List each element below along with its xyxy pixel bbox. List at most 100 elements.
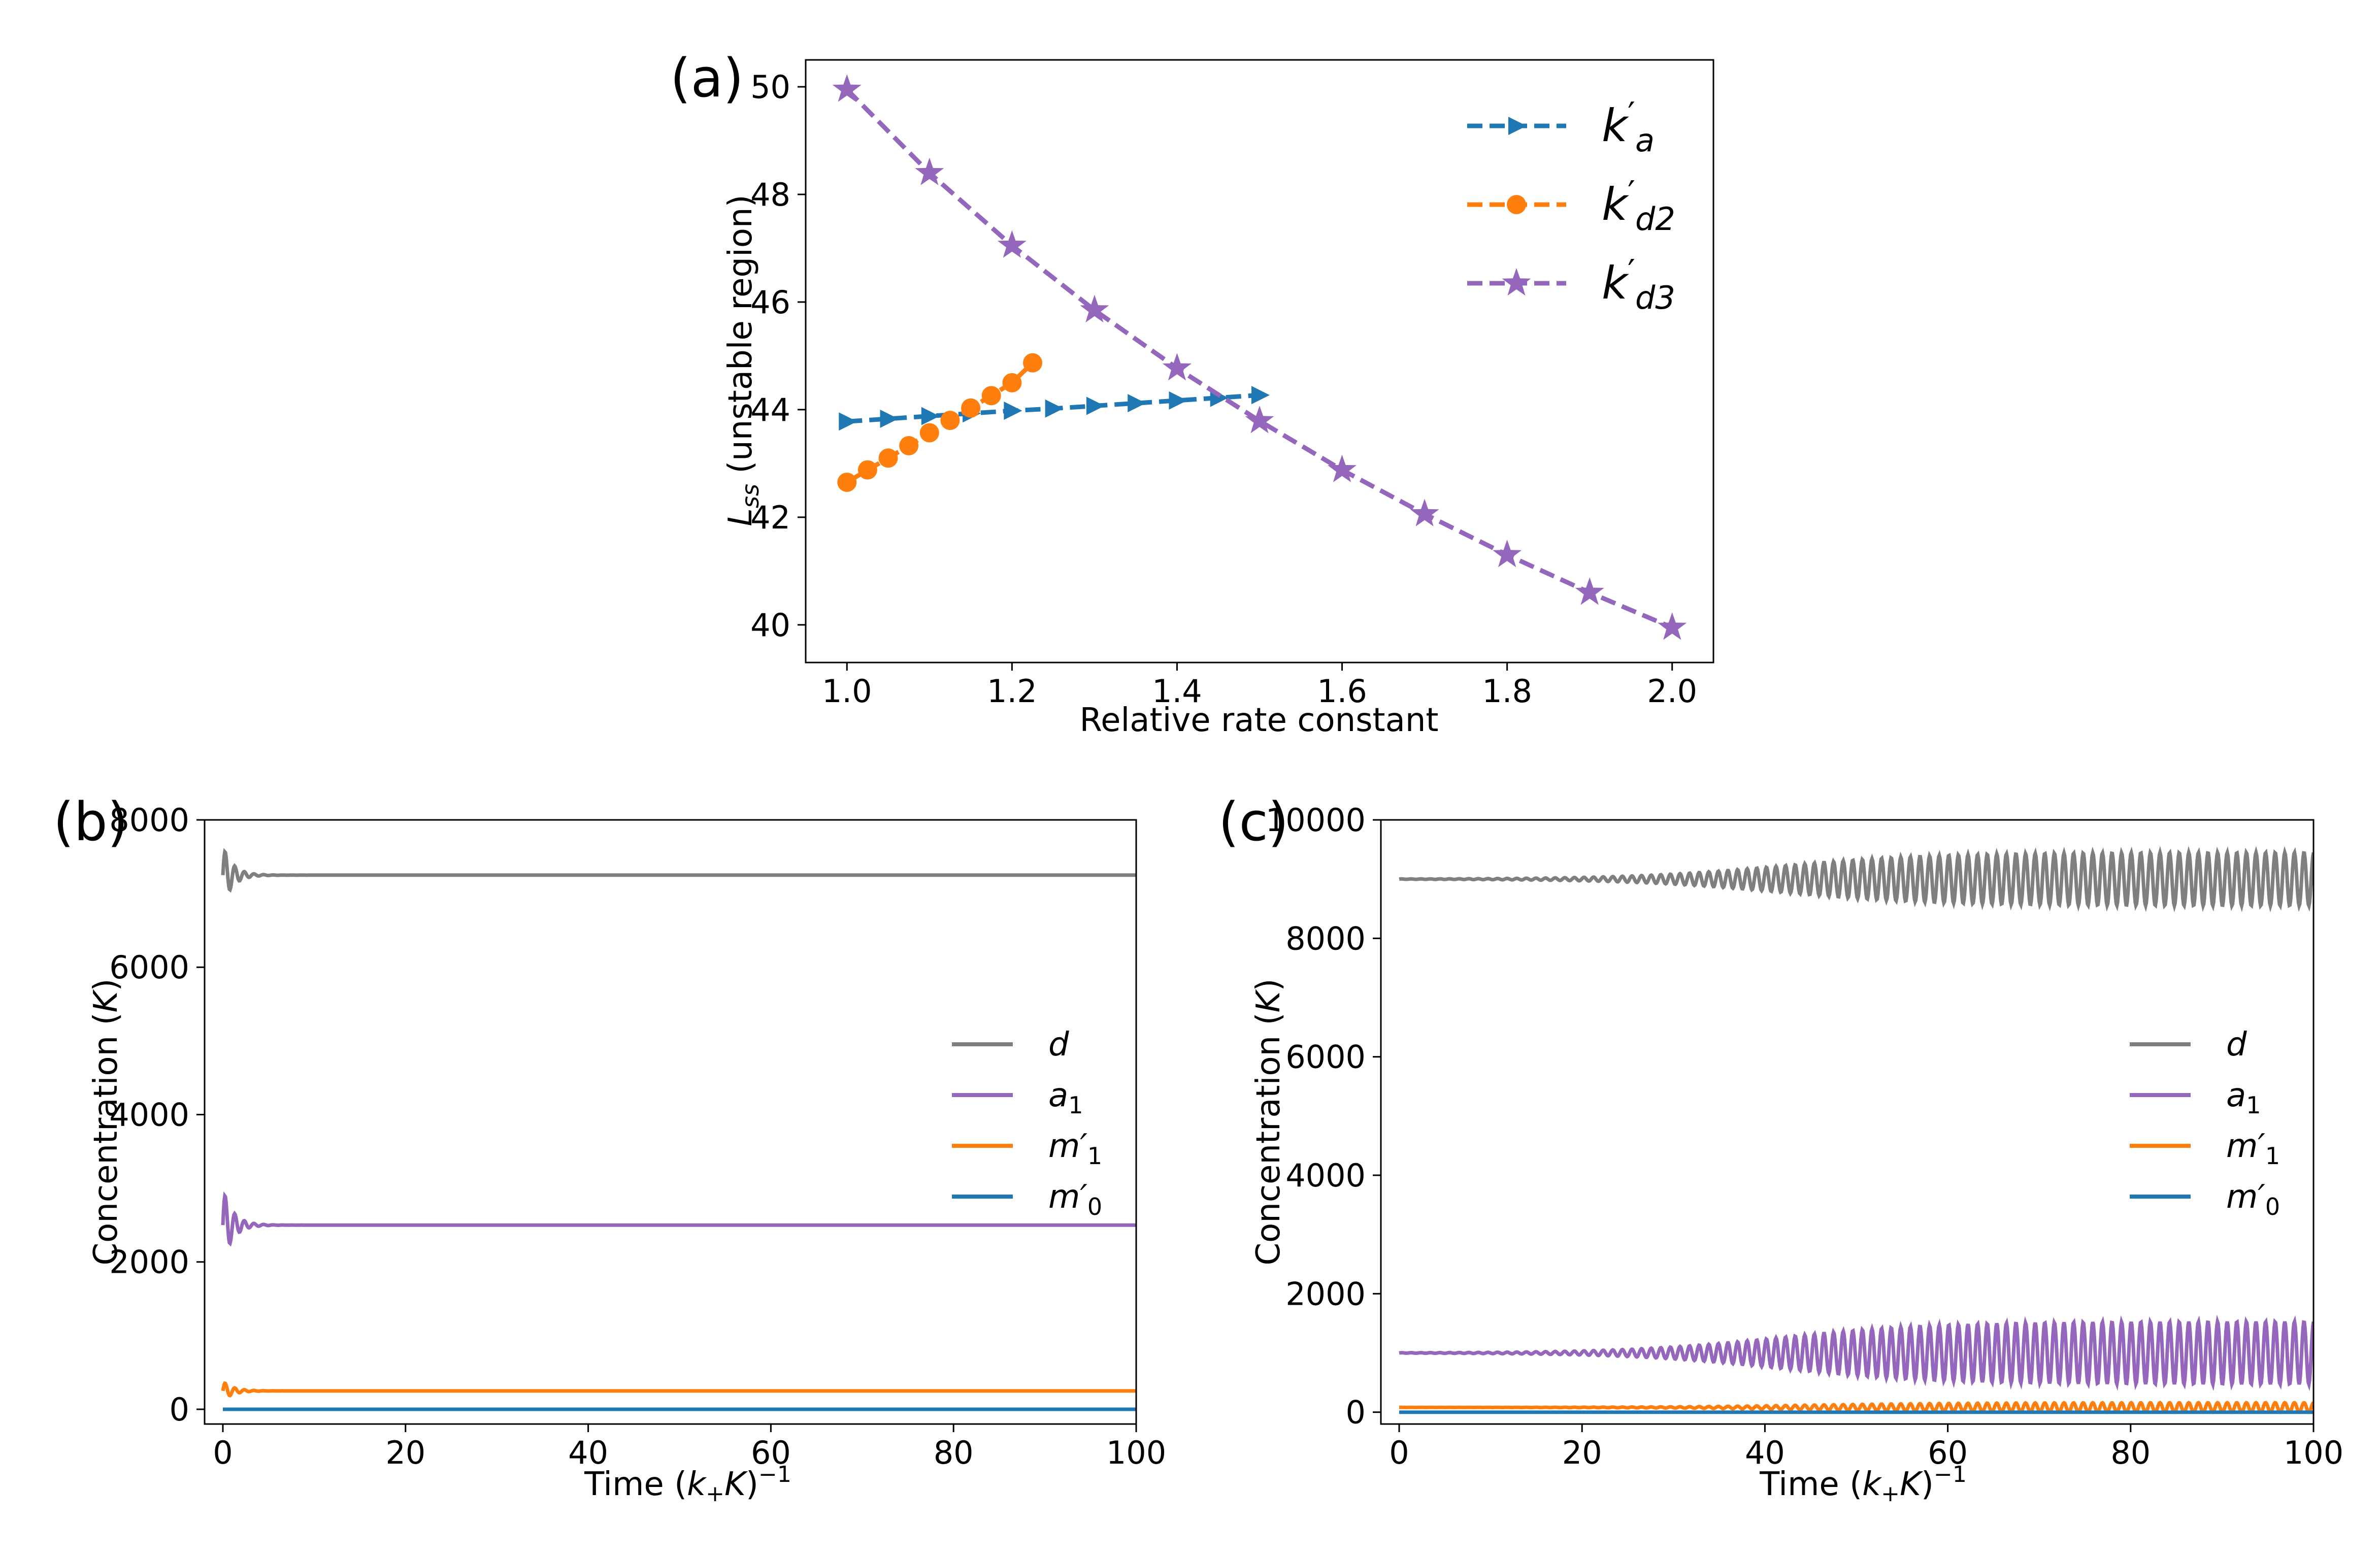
data-point-kp_a-2 — [921, 407, 940, 425]
data-point-kp_a-8 — [1169, 391, 1187, 410]
axes-frame — [204, 819, 1137, 1425]
x-tick-label: 2.0 — [1647, 673, 1697, 710]
legend-label-1: k′d2 — [1602, 174, 1675, 238]
data-point-kp_d3-0 — [832, 74, 862, 102]
legend-label-1: a1 — [1048, 1077, 1083, 1119]
panel-a-xlabel: Relative rate constant — [1080, 702, 1439, 739]
series-line-a_1 — [1399, 1314, 2313, 1392]
data-point-kp_d2-1 — [857, 460, 877, 480]
panel-b-axes: 0 20 40 60 80 100 0 2000 4000 6000 8000 — [109, 802, 1166, 1471]
y-tick-label: 50 — [750, 69, 790, 106]
panel-c-ylabel: Concentration (K) — [1250, 979, 1287, 1266]
legend-label-sub: 0 — [2265, 1193, 2280, 1220]
y-tick-label: 44 — [750, 391, 790, 428]
x-tick-label: 0 — [213, 1434, 233, 1471]
legend-label-prime: ′ — [1628, 252, 1635, 291]
y-tick-label: 8000 — [1285, 920, 1366, 957]
data-point-kp_a-10 — [1251, 386, 1270, 405]
series-line-kp_d3 — [845, 88, 1673, 630]
y-tick-label: 4000 — [109, 1096, 189, 1133]
legend-label-main: k — [1602, 178, 1629, 230]
legend-label-main: a — [2226, 1077, 2246, 1114]
data-point-kp_a-5 — [1045, 399, 1064, 418]
data-point-kp_d3-6 — [1328, 454, 1357, 482]
x-tick-label: 0 — [1389, 1434, 1409, 1471]
x-tick-label: 40 — [568, 1434, 608, 1471]
data-point-kp_d3-7 — [1410, 499, 1439, 526]
legend-label-prime: ′ — [1628, 174, 1635, 213]
axes-frame — [805, 59, 1714, 664]
data-point-kp_a-1 — [880, 409, 899, 428]
x-tick-label: 1.6 — [1317, 673, 1367, 710]
legend-label-main: a — [1048, 1077, 1068, 1114]
panel-a-plot-area — [832, 74, 1687, 640]
y-tick-label: 40 — [750, 607, 790, 644]
panel-b-plot-area — [221, 848, 1136, 1411]
plot-content — [1399, 846, 2313, 1414]
y-tick-label: 2000 — [1285, 1275, 1366, 1312]
panel-a-ylabel: Lss (unstable region) — [722, 194, 764, 526]
x-tick-label: 1.2 — [987, 673, 1037, 710]
panel-a-legend: k′ak′d2k′d3 — [1467, 95, 1675, 316]
legend-label-2: m′1 — [1048, 1128, 1102, 1170]
legend-label-main: k — [1602, 257, 1629, 309]
data-point-kp_a-4 — [1004, 402, 1022, 420]
data-point-kp_d3-3 — [1080, 294, 1109, 323]
panel-c-label: (c) — [1218, 791, 1288, 853]
x-tick-label: 60 — [1928, 1434, 1968, 1471]
x-tick-label: 20 — [385, 1434, 425, 1471]
data-point-kp_a-0 — [839, 412, 857, 431]
data-point-kp_d2-0 — [837, 472, 857, 492]
data-point-kp_d2-4 — [919, 423, 939, 443]
x-tick-label: 40 — [1745, 1434, 1785, 1471]
plot-content — [221, 848, 1136, 1411]
legend-marker-1 — [1507, 195, 1526, 214]
data-point-kp_d2-8 — [1002, 373, 1022, 392]
data-point-kp_d3-8 — [1493, 540, 1522, 568]
legend-label-main: m′ — [1048, 1178, 1087, 1216]
legend-label-main: m′ — [2226, 1178, 2265, 1216]
x-tick-label: 1.4 — [1152, 673, 1202, 710]
legend-label-sub: d2 — [1635, 201, 1675, 238]
legend-label-sub: a — [1635, 122, 1655, 159]
data-point-kp_d2-9 — [1023, 353, 1042, 373]
legend-label-main: m′ — [1048, 1128, 1087, 1165]
legend-marker-0 — [1508, 117, 1527, 135]
legend-label-sub: 1 — [1087, 1142, 1102, 1170]
data-point-kp_d3-2 — [997, 230, 1027, 258]
panel-c: (c) 0 20 40 60 80 100 0 2000 4000 6000 8000 10000 T… — [1218, 791, 2343, 1507]
legend-label-2: k′d3 — [1602, 252, 1675, 316]
x-tick-label: 1.8 — [1482, 673, 1532, 710]
x-tick-label: 60 — [751, 1434, 791, 1471]
legend-label-3: m′0 — [1048, 1178, 1102, 1220]
legend-label-1: a1 — [2226, 1077, 2261, 1119]
legend-label-prime: ′ — [1628, 95, 1635, 134]
series-line-mp_1 — [221, 1381, 1136, 1398]
plot-content — [832, 74, 1687, 640]
y-tick-label: 0 — [170, 1391, 189, 1428]
data-point-kp_d3-9 — [1575, 577, 1604, 605]
series-line-d — [221, 848, 1136, 893]
data-point-kp_d2-5 — [940, 411, 960, 431]
data-point-kp_d2-6 — [961, 398, 981, 418]
series-line-kp_d2 — [845, 361, 1035, 484]
x-tick-label: 1.0 — [822, 673, 872, 710]
panel-c-xlabel: Time (k+K)−1 — [1759, 1462, 1967, 1507]
legend-label-3: m′0 — [2226, 1178, 2280, 1220]
x-tick-label: 80 — [2110, 1434, 2151, 1471]
data-point-kp_d2-7 — [981, 386, 1001, 406]
y-tick-label: 2000 — [109, 1244, 189, 1281]
panel-c-axes: 0 20 40 60 80 100 0 2000 4000 6000 8000 10000 — [1266, 802, 2343, 1471]
series-line-mp_1 — [1399, 1400, 2313, 1414]
series-line-a_1 — [221, 1191, 1136, 1247]
x-tick-label: 100 — [1106, 1434, 1166, 1471]
legend-label-main: k — [1602, 100, 1629, 152]
y-tick-label: 10000 — [1266, 802, 1366, 839]
x-tick-label: 20 — [1562, 1434, 1602, 1471]
legend-label-0: k′a — [1602, 95, 1655, 159]
panel-a-label: (a) — [670, 47, 744, 109]
x-tick-label: 80 — [934, 1434, 974, 1471]
legend-label-0: d — [2226, 1026, 2247, 1064]
data-point-kp_d3-1 — [915, 157, 944, 185]
